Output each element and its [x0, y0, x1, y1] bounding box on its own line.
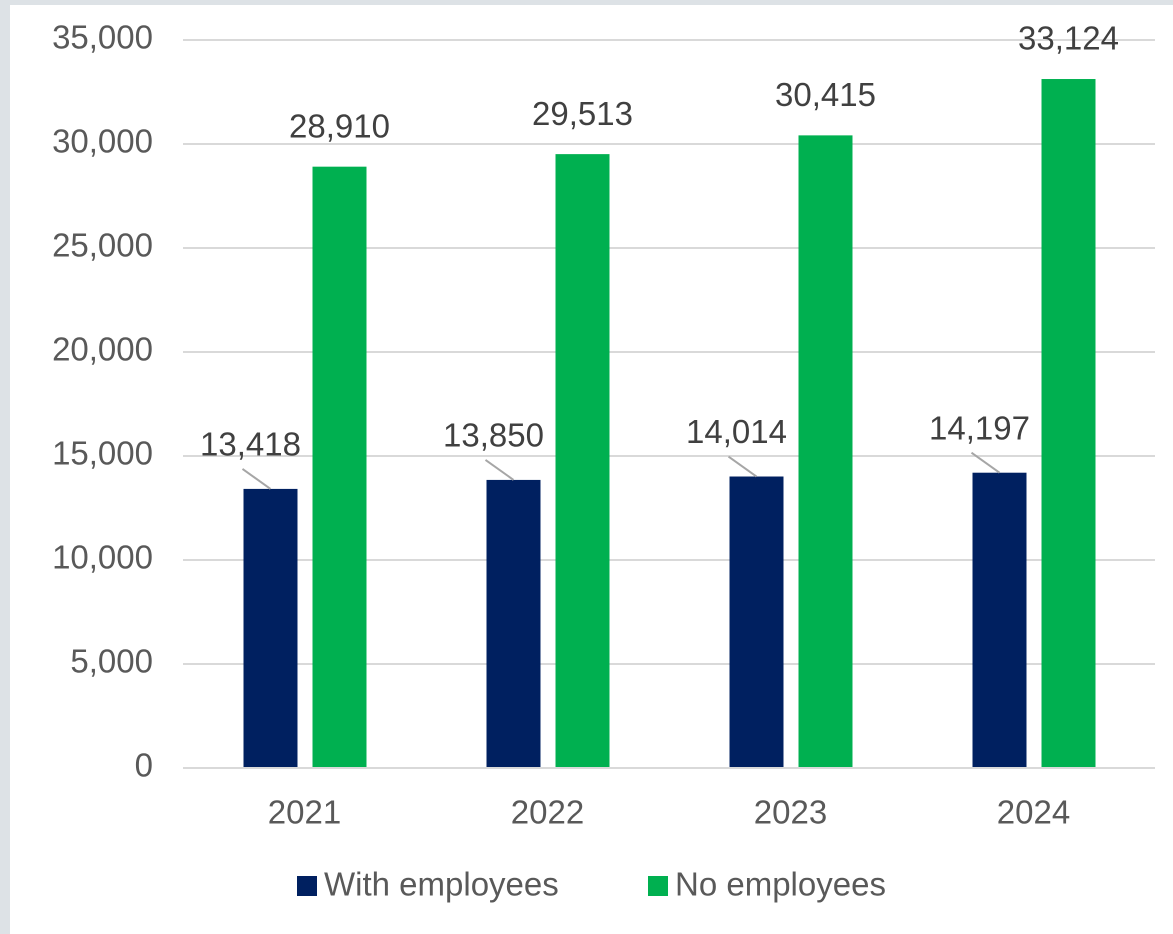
data-label: 13,850 — [443, 417, 544, 454]
data-label: 30,415 — [775, 76, 876, 113]
y-tick-label: 10,000 — [52, 539, 153, 576]
legend-label: No employees — [675, 866, 886, 903]
bar — [243, 488, 298, 768]
y-tick-label: 20,000 — [52, 331, 153, 368]
y-tick-label: 35,000 — [52, 19, 153, 56]
bar — [312, 166, 367, 768]
x-tick-label: 2024 — [997, 794, 1070, 831]
bar — [798, 135, 853, 769]
data-label: 28,910 — [289, 107, 390, 144]
legend-marker — [648, 876, 668, 896]
data-label: 33,124 — [1018, 20, 1119, 57]
data-label: 14,014 — [686, 413, 787, 450]
legend-label: With employees — [324, 866, 559, 903]
x-tick-label: 2023 — [754, 794, 827, 831]
leader-line — [970, 451, 1001, 474]
bar — [972, 472, 1027, 768]
leader-line — [727, 455, 758, 478]
bar — [1041, 79, 1096, 768]
x-tick-label: 2022 — [511, 794, 584, 831]
y-tick-label: 30,000 — [52, 123, 153, 160]
data-label: 29,513 — [532, 95, 633, 132]
bar — [555, 154, 610, 769]
y-tick-label: 5,000 — [70, 643, 153, 680]
legend-marker — [297, 876, 317, 896]
y-tick-label: 25,000 — [52, 227, 153, 264]
x-tick-label: 2021 — [268, 794, 341, 831]
leader-line — [241, 468, 272, 490]
bar — [729, 476, 784, 768]
y-tick-label: 15,000 — [52, 435, 153, 472]
data-label: 14,197 — [929, 409, 1030, 446]
leader-line — [484, 459, 515, 481]
data-label: 13,418 — [200, 426, 301, 463]
y-tick-label: 0 — [135, 747, 153, 784]
bar — [486, 479, 541, 768]
